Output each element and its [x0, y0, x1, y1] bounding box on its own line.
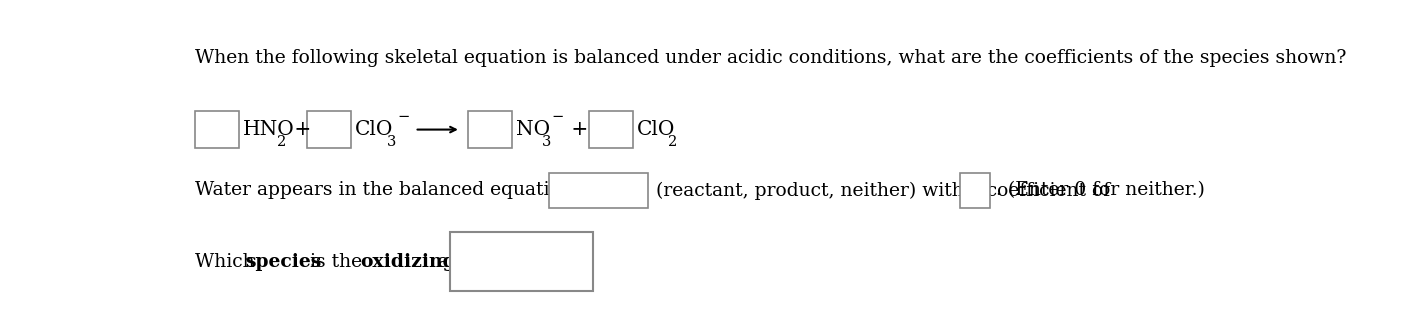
Text: Water appears in the balanced equation as a: Water appears in the balanced equation a… [194, 181, 617, 199]
FancyBboxPatch shape [450, 232, 593, 291]
Text: 3: 3 [542, 135, 552, 149]
Text: NO: NO [516, 120, 550, 139]
FancyBboxPatch shape [468, 111, 512, 148]
Text: species: species [245, 253, 320, 270]
Text: +: + [564, 120, 588, 139]
Text: −: − [552, 110, 564, 124]
Text: 2: 2 [668, 135, 678, 149]
Text: ClO: ClO [637, 120, 675, 139]
Text: −: − [397, 110, 410, 124]
FancyBboxPatch shape [590, 111, 634, 148]
FancyBboxPatch shape [194, 111, 238, 148]
Text: (reactant, product, neither) with a coefficient of: (reactant, product, neither) with a coef… [657, 181, 1110, 200]
FancyBboxPatch shape [549, 173, 648, 208]
Text: agent?: agent? [431, 253, 501, 270]
Text: ClO: ClO [356, 120, 394, 139]
Text: Which: Which [194, 253, 261, 270]
Text: When the following skeletal equation is balanced under acidic conditions, what a: When the following skeletal equation is … [194, 49, 1346, 68]
FancyBboxPatch shape [960, 173, 990, 208]
Text: HNO: HNO [244, 120, 295, 139]
Text: 3: 3 [387, 135, 396, 149]
Text: 2: 2 [277, 135, 286, 149]
Text: +: + [288, 120, 312, 139]
Text: . (Enter 0 for neither.): . (Enter 0 for neither.) [995, 181, 1205, 199]
Text: is the: is the [305, 253, 369, 270]
Text: oxidizing: oxidizing [360, 253, 457, 270]
FancyBboxPatch shape [306, 111, 350, 148]
